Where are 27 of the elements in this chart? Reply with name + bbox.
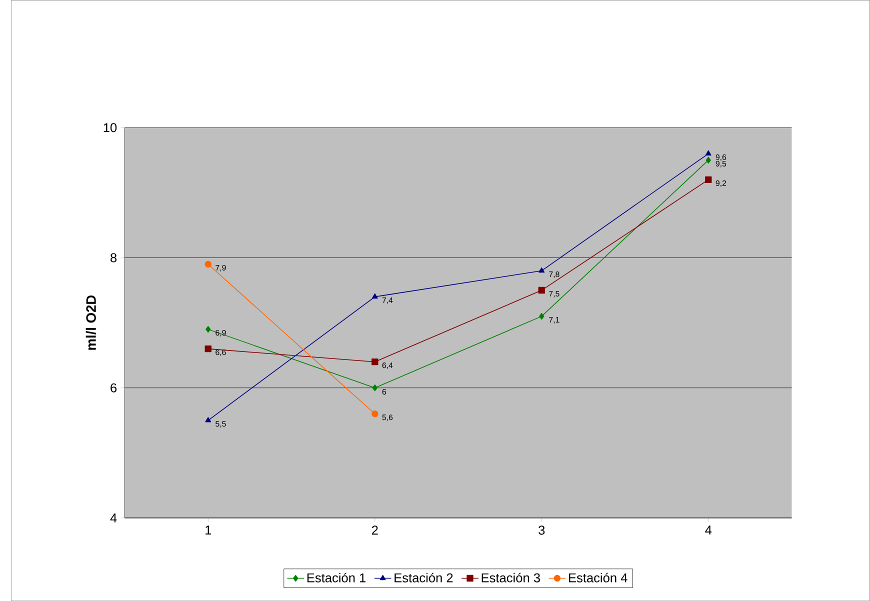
point [205,416,212,422]
point [372,358,378,366]
y-tick-label: 10 [104,123,117,132]
legend-label: Estación 3 [482,572,540,582]
point [204,345,212,352]
y-tick-label: 6 [110,383,117,392]
point [372,410,378,418]
legend-label: Estación 2 [394,572,453,582]
x-tick-label: 1 [206,526,212,534]
point [538,286,545,294]
y-tick-label: 4 [110,513,117,522]
y-tick-label: 8 [110,253,117,262]
x-tick-label: 2 [372,526,378,534]
legend-label: Estación 4 [569,572,628,582]
point [206,326,211,333]
point [705,176,712,183]
point [204,260,212,268]
point [706,156,711,164]
x-tick-label: 4 [705,526,712,534]
point [539,312,544,320]
point [372,293,378,299]
y-axis-title: ml/l O2D [86,295,96,350]
legend-label: Estación 1 [307,572,366,582]
x-tick-label: 3 [538,526,545,535]
point [705,150,712,156]
point [372,384,378,392]
point [538,267,545,273]
